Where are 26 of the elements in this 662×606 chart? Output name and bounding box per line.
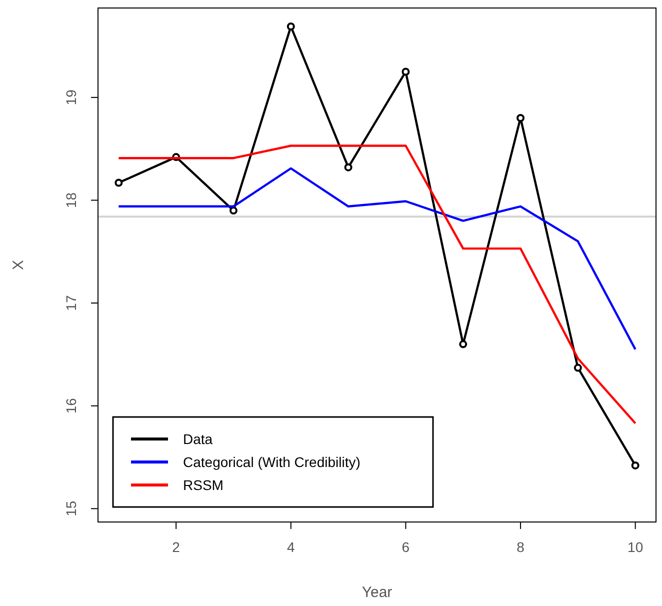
legend-label: RSSM — [183, 477, 224, 493]
line-series — [118, 167, 636, 350]
x-tick-label: 10 — [628, 539, 644, 555]
y-axis-title: X — [10, 260, 27, 270]
point — [344, 163, 352, 172]
line-series — [118, 144, 636, 424]
point — [286, 22, 295, 31]
y-tick-label: 19 — [63, 89, 79, 106]
x-tick-label: 4 — [286, 539, 295, 555]
y-tick-label: 17 — [63, 295, 79, 311]
x-axis-title: Year — [362, 584, 392, 601]
legend-label: Categorical (With Credibility) — [183, 454, 360, 470]
x-tick-label: 2 — [172, 539, 180, 555]
y-tick-label: 18 — [63, 192, 79, 208]
y-tick-label: 16 — [63, 398, 79, 414]
point — [631, 461, 640, 470]
x-tick-label: 8 — [516, 539, 525, 555]
point — [574, 364, 582, 372]
x-tick-label: 6 — [402, 539, 410, 555]
point — [114, 178, 123, 187]
y-tick-label: 15 — [63, 500, 79, 516]
point — [516, 114, 525, 122]
legend-label: Data — [183, 431, 213, 447]
point — [229, 206, 238, 215]
point — [459, 340, 468, 348]
point — [402, 68, 410, 76]
